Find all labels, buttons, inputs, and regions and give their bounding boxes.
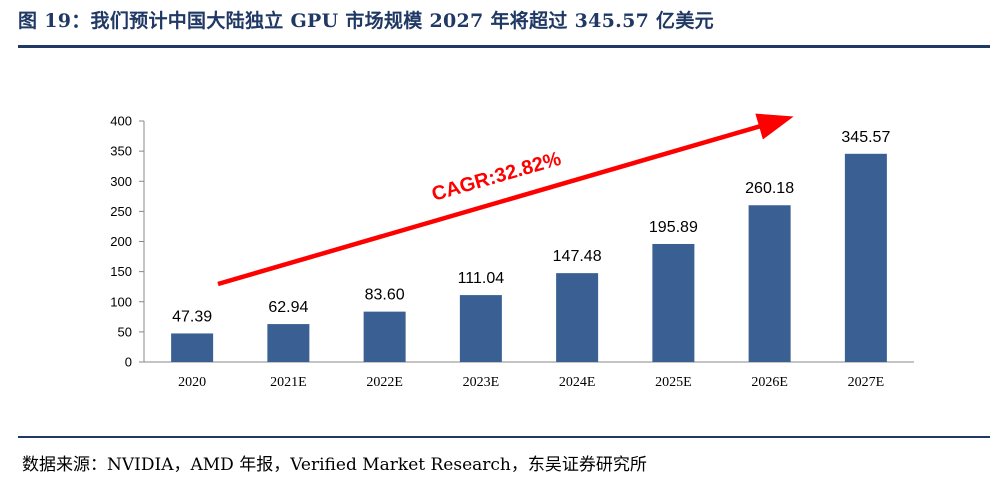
figure-title: 图 19：我们预计中国大陆独立 GPU 市场规模 2027 年将超过 345.5… bbox=[18, 10, 714, 32]
x-category-label: 2022E bbox=[366, 375, 403, 390]
y-tick-label: 150 bbox=[110, 264, 132, 279]
title-divider bbox=[18, 45, 990, 48]
bar-2023e bbox=[459, 295, 502, 362]
y-tick-label: 250 bbox=[110, 204, 132, 219]
y-tick-label: 200 bbox=[110, 234, 132, 249]
y-tick-label: 350 bbox=[110, 144, 132, 159]
y-tick-label: 50 bbox=[118, 324, 132, 339]
bar-2024e bbox=[556, 273, 599, 362]
bar-value-label: 147.48 bbox=[553, 248, 602, 265]
data-source-note: 数据来源：NVIDIA，AMD 年报，Verified Market Resea… bbox=[22, 455, 647, 475]
bar-value-label: 260.18 bbox=[745, 180, 794, 197]
cagr-trend-arrow bbox=[217, 113, 794, 287]
x-category-label: 2025E bbox=[655, 375, 692, 390]
bar-2021e bbox=[267, 324, 310, 362]
bar-value-label: 345.57 bbox=[841, 129, 890, 146]
bar-value-label: 83.60 bbox=[365, 287, 405, 304]
cagr-annotation: CAGR:32.82% bbox=[429, 148, 563, 206]
bar-2026e bbox=[748, 205, 791, 362]
source-divider bbox=[18, 436, 990, 438]
y-tick-label: 0 bbox=[125, 355, 132, 370]
y-tick-label: 300 bbox=[110, 174, 132, 189]
x-category-label: 2020 bbox=[178, 375, 206, 390]
bar-value-label: 62.94 bbox=[268, 299, 308, 316]
bar-2022e bbox=[363, 311, 406, 362]
bar-value-label: 111.04 bbox=[458, 270, 505, 287]
bar-2020 bbox=[171, 333, 214, 362]
x-category-label: 2027E bbox=[848, 375, 885, 390]
x-category-label: 2021E bbox=[270, 375, 307, 390]
bar-value-label: 195.89 bbox=[649, 219, 698, 236]
x-category-label: 2024E bbox=[559, 375, 596, 390]
bar-2027e bbox=[844, 153, 887, 362]
y-tick-label: 100 bbox=[110, 294, 132, 309]
x-category-label: 2026E bbox=[751, 375, 788, 390]
bar-value-label: 47.39 bbox=[172, 308, 212, 325]
y-tick-label: 400 bbox=[110, 114, 132, 129]
bar-2025e bbox=[652, 243, 695, 362]
x-category-label: 2023E bbox=[463, 375, 500, 390]
